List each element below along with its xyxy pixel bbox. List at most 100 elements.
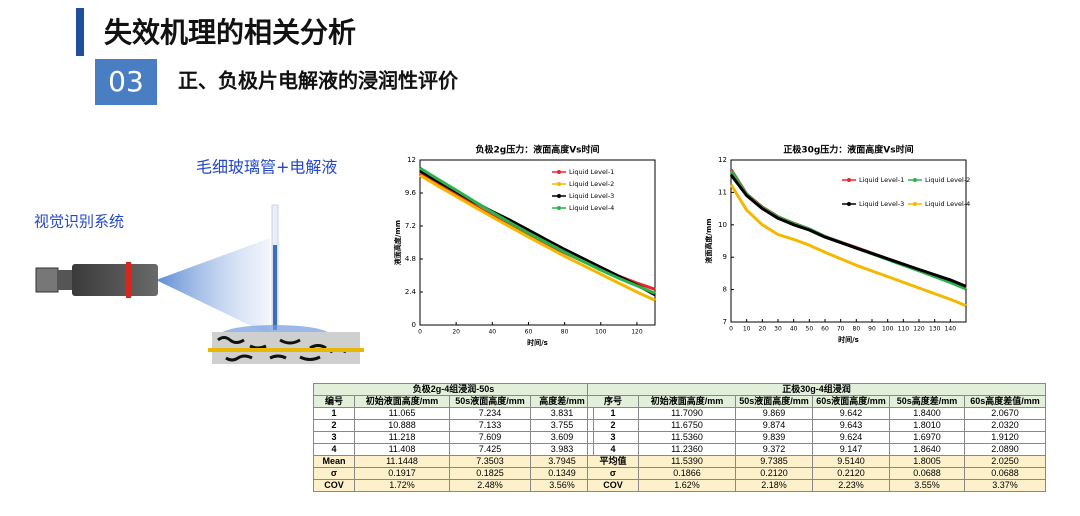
table-row: 3 11.218 7.609 3.609 <box>313 431 594 444</box>
table-cell: 3.55% <box>889 479 965 492</box>
camera-lens <box>72 264 158 296</box>
table-cell: 7.425 <box>449 443 531 456</box>
series-line <box>419 166 656 295</box>
table-cell: 7.609 <box>449 431 531 444</box>
x-tick-label: 30 <box>774 326 782 333</box>
legend-marker <box>557 206 561 210</box>
legend-marker <box>847 202 851 206</box>
tube-label: 毛细玻璃管+电解液 <box>196 158 337 177</box>
table-cell: 11.065 <box>354 407 450 420</box>
table-cell: 高度差/mm <box>530 395 594 408</box>
legend-label: Liquid Level-4 <box>925 200 970 208</box>
legend-label: Liquid Level-2 <box>569 180 614 188</box>
legend-label: Liquid Level-3 <box>569 192 614 200</box>
y-axis-label: 液面高度/mm <box>393 220 402 265</box>
x-tick-label: 60 <box>821 326 829 333</box>
y-tick-label: 12 <box>718 156 727 164</box>
table-cell: COV <box>313 479 355 492</box>
table-cell: COV <box>587 479 639 492</box>
y-tick-label: 12 <box>407 156 416 164</box>
table-cell: 50s液面高度/mm <box>735 395 813 408</box>
legend-marker <box>913 178 917 182</box>
y-tick-label: 7.2 <box>405 222 416 230</box>
table-cell: 3.609 <box>530 431 594 444</box>
x-tick-label: 100 <box>595 329 607 336</box>
table-cell: 2.0890 <box>964 443 1046 456</box>
table-title-row: 负极2g-4组浸润-50s <box>313 383 594 396</box>
plot-frame <box>730 159 967 323</box>
x-tick-label: 140 <box>945 326 957 333</box>
series-line <box>729 183 967 308</box>
electrolyte <box>273 245 277 330</box>
table-row: 1 11.065 7.234 3.831 <box>313 407 594 420</box>
y-tick-label: 9 <box>723 253 727 261</box>
table-cell: Mean <box>313 455 355 468</box>
legend-marker <box>913 202 917 206</box>
legend-label: Liquid Level-4 <box>569 204 614 212</box>
table-cell: 60s液面高度/mm <box>812 395 890 408</box>
table-cell: 50s高度差/mm <box>889 395 965 408</box>
table-cell: 3.983 <box>530 443 594 456</box>
table-cell: 9.643 <box>812 419 890 432</box>
x-tick-label: 80 <box>853 326 861 333</box>
table-cell: 初始液面高度/mm <box>638 395 736 408</box>
table-cell: 1.8640 <box>889 443 965 456</box>
table-cell: 负极2g-4组浸润-50s <box>313 383 594 396</box>
table-cell: 初始液面高度/mm <box>354 395 450 408</box>
table-cell: 0.0688 <box>889 467 965 480</box>
table-cell: 4 <box>587 443 639 456</box>
table-cell: 9.874 <box>735 419 813 432</box>
table-cell: 0.0688 <box>964 467 1046 480</box>
table-row: 4 11.2360 9.372 9.147 1.8640 2.0890 <box>587 443 1046 456</box>
table-cell: 2 <box>313 419 355 432</box>
table-cell: 50s液面高度/mm <box>449 395 531 408</box>
table-cell: 1.72% <box>354 479 450 492</box>
slide-title: 失效机理的相关分析 <box>104 16 356 49</box>
table-cell: 3.37% <box>964 479 1046 492</box>
table-cell: 3.56% <box>530 479 594 492</box>
x-tick-label: 50 <box>806 326 814 333</box>
x-tick-label: 130 <box>929 326 941 333</box>
table-cell: 1.62% <box>638 479 736 492</box>
table-cell: 2.0320 <box>964 419 1046 432</box>
y-tick-label: 2.4 <box>405 288 417 296</box>
table-cell: 7.133 <box>449 419 531 432</box>
table-cell: 1.8010 <box>889 419 965 432</box>
legend-label: Liquid Level-1 <box>859 176 904 184</box>
camera-body <box>35 267 59 293</box>
table-row: 2 11.6750 9.874 9.643 1.8010 2.0320 <box>587 419 1046 432</box>
table-cell: 9.5140 <box>812 455 890 468</box>
table-cell: 10.888 <box>354 419 450 432</box>
x-tick-label: 40 <box>488 329 496 336</box>
table-cell: 正极30g-4组浸润 <box>587 383 1046 396</box>
series-line <box>729 169 967 291</box>
x-tick-label: 90 <box>868 326 876 333</box>
table-cell: 平均值 <box>587 455 639 468</box>
table-cell: 11.5360 <box>638 431 736 444</box>
table-row: 3 11.5360 9.839 9.624 1.6970 1.9120 <box>587 431 1046 444</box>
series-line <box>729 173 967 288</box>
table-cell: 11.218 <box>354 431 450 444</box>
table-cell: 3 <box>313 431 355 444</box>
table-row: COV 1.62% 2.18% 2.23% 3.55% 3.37% <box>587 479 1046 492</box>
table-cell: 2.48% <box>449 479 531 492</box>
title-bar <box>76 8 84 56</box>
table-row: 2 10.888 7.133 3.755 <box>313 419 594 432</box>
table-cell: 9.147 <box>812 443 890 456</box>
chart-title: 负极2g压力：液面高度Vs时间 <box>475 144 599 156</box>
camera-label: 视觉识别系统 <box>34 213 124 231</box>
table-row: 1 11.7090 9.869 9.642 1.8400 2.0670 <box>587 407 1046 420</box>
table-cell: 9.869 <box>735 407 813 420</box>
table-row: 4 11.408 7.425 3.983 <box>313 443 594 456</box>
table-cell: 1 <box>313 407 355 420</box>
y-tick-label: 8 <box>723 286 727 294</box>
x-tick-label: 0 <box>729 326 733 333</box>
y-tick-label: 7 <box>723 318 727 326</box>
table-cell: 7.234 <box>449 407 531 420</box>
table-cell: 4 <box>313 443 355 456</box>
table-cell: 1.8400 <box>889 407 965 420</box>
legend-marker <box>557 170 561 174</box>
x-tick-label: 10 <box>743 326 751 333</box>
y-tick-label: 4.8 <box>405 255 416 263</box>
x-axis-label: 时间/s <box>838 335 859 344</box>
